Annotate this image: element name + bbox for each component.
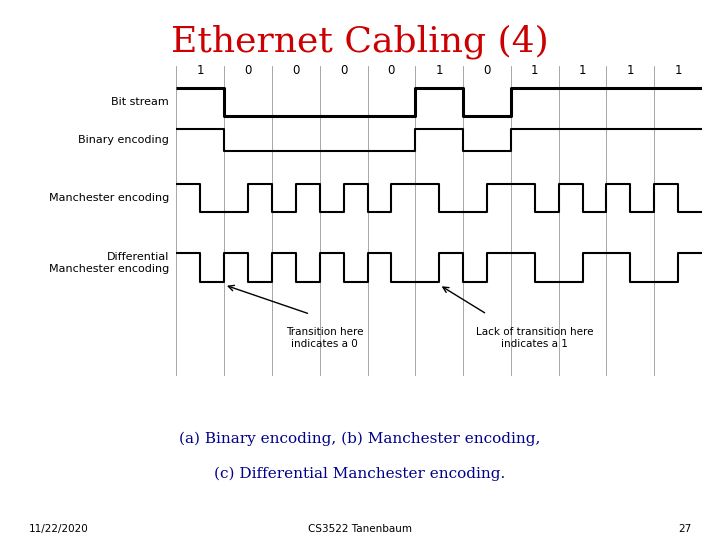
Text: 1: 1 — [579, 64, 586, 77]
Text: 1: 1 — [197, 64, 204, 77]
Text: 0: 0 — [292, 64, 300, 77]
Text: (a) Binary encoding, (b) Manchester encoding,: (a) Binary encoding, (b) Manchester enco… — [179, 431, 541, 445]
Text: 1: 1 — [531, 64, 539, 77]
Text: Bit stream: Bit stream — [112, 97, 169, 107]
Text: Manchester encoding: Manchester encoding — [49, 193, 169, 202]
Text: 27: 27 — [678, 523, 691, 534]
Text: 1: 1 — [626, 64, 634, 77]
Text: 1: 1 — [675, 64, 682, 77]
Text: 0: 0 — [483, 64, 490, 77]
Text: (c) Differential Manchester encoding.: (c) Differential Manchester encoding. — [215, 466, 505, 481]
Text: CS3522 Tanenbaum: CS3522 Tanenbaum — [308, 523, 412, 534]
Text: Binary encoding: Binary encoding — [78, 135, 169, 145]
Text: Differential
Manchester encoding: Differential Manchester encoding — [49, 252, 169, 274]
Text: Transition here
indicates a 0: Transition here indicates a 0 — [286, 327, 364, 349]
Text: 11/22/2020: 11/22/2020 — [29, 523, 89, 534]
Text: 1: 1 — [436, 64, 443, 77]
Text: 0: 0 — [340, 64, 347, 77]
Text: 0: 0 — [388, 64, 395, 77]
Text: Ethernet Cabling (4): Ethernet Cabling (4) — [171, 24, 549, 59]
Text: 0: 0 — [244, 64, 252, 77]
Text: Lack of transition here
indicates a 1: Lack of transition here indicates a 1 — [476, 327, 593, 349]
